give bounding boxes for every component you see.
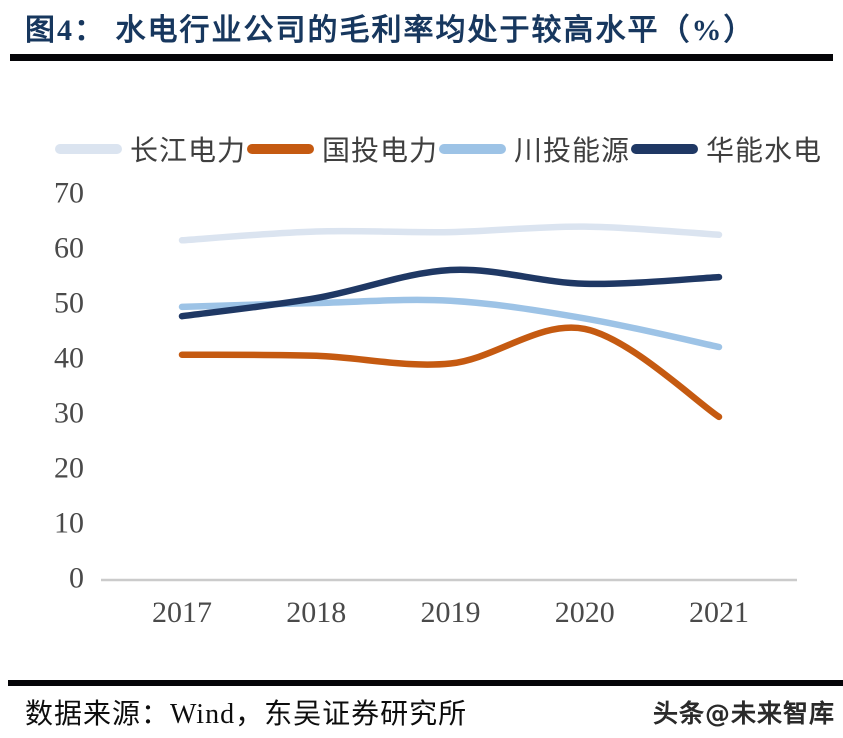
- legend-swatch-guotou-power: [247, 144, 314, 154]
- title-divider-rule: [10, 54, 833, 61]
- data-source-note: 数据来源：Wind，东吴证券研究所: [25, 699, 468, 730]
- series-line-3-华能水电: [178, 266, 723, 320]
- y-axis-tick-label-10: 10: [54, 507, 84, 540]
- x-axis-tick-label-2020: 2020: [555, 596, 615, 629]
- x-axis-tick-label-2017: 2017: [152, 596, 212, 629]
- legend-item-guotou-power: 国投电力: [247, 129, 439, 169]
- legend-label-chuantou-energy: 川投能源: [514, 136, 631, 167]
- legend-item-changjiang-power: 长江电力: [55, 129, 247, 169]
- watermark-text: 头条@未来智库: [652, 699, 835, 728]
- y-axis-tick-label-60: 60: [54, 232, 84, 265]
- chart-legend: 长江电力 国投电力 川投能源 华能水电: [55, 129, 822, 169]
- y-axis-tick-label-40: 40: [54, 342, 84, 375]
- y-axis-tick-label-0: 0: [69, 562, 84, 595]
- y-axis-tick-label-30: 30: [54, 397, 84, 430]
- legend-swatch-chuantou-energy: [439, 144, 506, 154]
- footer-divider-rule: [8, 680, 843, 686]
- series-line-0-长江电力: [178, 223, 723, 244]
- series-line-1-国投电力: [178, 324, 723, 421]
- legend-item-chuantou-energy: 川投能源: [439, 129, 631, 169]
- y-axis-tick-label-70: 70: [54, 177, 84, 210]
- legend-item-huaneng-hydro: 华能水电: [631, 129, 822, 169]
- legend-swatch-changjiang-power: [55, 144, 122, 154]
- x-axis-tick-label-2021: 2021: [689, 596, 749, 629]
- y-axis-tick-label-20: 20: [54, 452, 84, 485]
- legend-label-changjiang-power: 长江电力: [130, 136, 247, 167]
- x-axis-tick-label-2019: 2019: [421, 596, 481, 629]
- x-axis-tick-label-2018: 2018: [286, 596, 346, 629]
- legend-label-huaneng-hydro: 华能水电: [706, 136, 823, 167]
- legend-swatch-huaneng-hydro: [631, 144, 698, 154]
- legend-label-guotou-power: 国投电力: [322, 136, 439, 167]
- y-axis-tick-label-50: 50: [54, 287, 84, 320]
- figure-title: 图4： 水电行业公司的毛利率均处于较高水平（%）: [25, 14, 756, 47]
- line-chart-plot-area: 70 60 50 40 30 20 10 0 2017 2018 2019 2020 2021: [54, 177, 797, 629]
